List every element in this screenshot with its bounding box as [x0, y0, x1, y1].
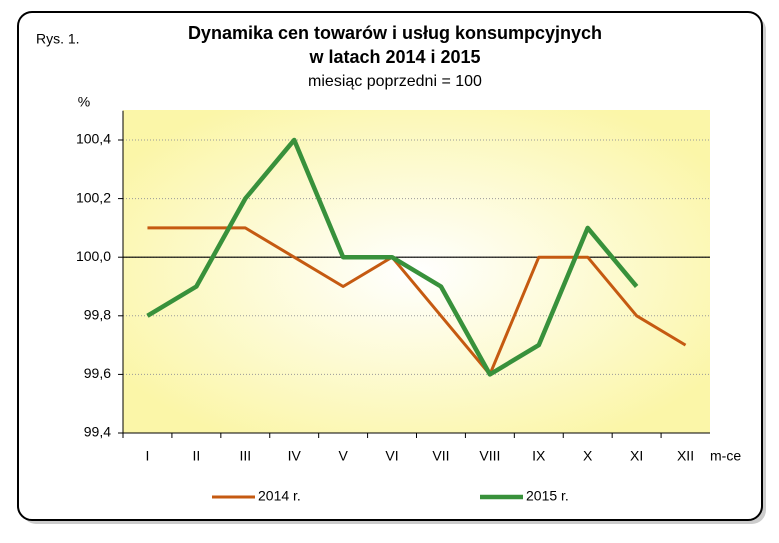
x-tick-label: X — [583, 448, 593, 464]
x-tick-label: XI — [630, 448, 643, 464]
x-axis-label: m-ce — [710, 448, 741, 464]
chart-title: w latach 2014 i 2015 — [308, 47, 480, 67]
y-tick-label: 99,8 — [84, 307, 111, 323]
chart-subtitle: miesiąc poprzedni = 100 — [308, 73, 482, 90]
x-tick-label: V — [338, 448, 348, 464]
y-tick-label: 100,0 — [76, 248, 111, 264]
x-tick-label: II — [192, 448, 200, 464]
chart-title: Dynamika cen towarów i usług konsumpcyjn… — [188, 23, 602, 43]
series-line — [146, 137, 639, 377]
x-tick-label: IV — [288, 448, 302, 464]
y-tick-label: 99,4 — [84, 424, 111, 440]
legend-label: 2015 r. — [526, 488, 569, 504]
x-tick-label: I — [146, 448, 150, 464]
x-tick-label: XII — [677, 448, 694, 464]
x-tick-label: VI — [385, 448, 398, 464]
y-tick-label: 99,6 — [84, 365, 111, 381]
x-tick-label: IX — [532, 448, 546, 464]
series-line — [147, 226, 687, 376]
x-tick-label: III — [239, 448, 251, 464]
y-axis-label: % — [78, 94, 90, 110]
y-tick-label: 100,2 — [76, 189, 111, 205]
x-tick-label: VII — [432, 448, 449, 464]
legend-label: 2014 r. — [258, 488, 301, 504]
figure-label: Rys. 1. — [36, 31, 80, 47]
x-tick-label: VIII — [479, 448, 500, 464]
y-tick-label: 100,4 — [76, 131, 111, 147]
